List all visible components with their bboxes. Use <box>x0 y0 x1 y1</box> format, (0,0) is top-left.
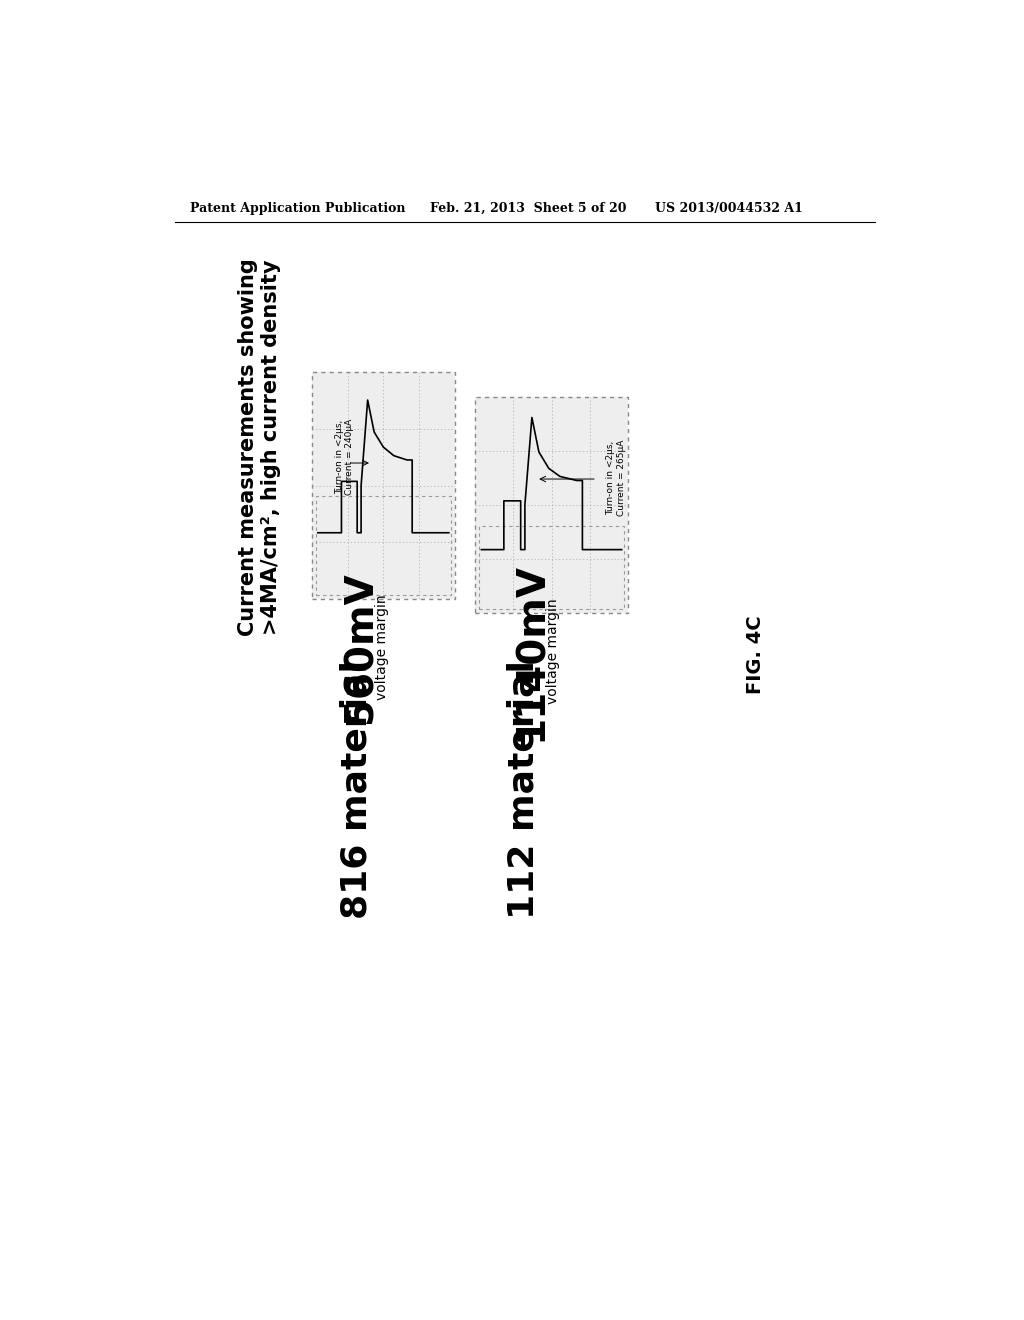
Text: voltage margin: voltage margin <box>375 594 389 700</box>
Bar <box>311 372 455 599</box>
Text: FIG. 4C: FIG. 4C <box>746 615 765 694</box>
Bar <box>475 397 628 612</box>
Text: Current measurements showing: Current measurements showing <box>239 259 258 636</box>
Text: 816 material: 816 material <box>340 660 374 919</box>
Text: Turn-on in <2μs,
Current = 240μA: Turn-on in <2μs, Current = 240μA <box>335 418 354 495</box>
Text: voltage margin: voltage margin <box>546 598 560 704</box>
Bar <box>479 527 624 609</box>
Text: 560mV: 560mV <box>341 572 380 723</box>
Bar <box>475 397 628 612</box>
Text: US 2013/0044532 A1: US 2013/0044532 A1 <box>655 202 803 215</box>
Bar <box>315 496 452 595</box>
Text: >4MA/cm², high current density: >4MA/cm², high current density <box>261 260 282 635</box>
Text: 1140mV: 1140mV <box>512 562 550 741</box>
Bar <box>311 372 455 599</box>
Text: Turn-on in <2μs,
Current = 265μA: Turn-on in <2μs, Current = 265μA <box>606 440 626 516</box>
Text: Feb. 21, 2013  Sheet 5 of 20: Feb. 21, 2013 Sheet 5 of 20 <box>430 202 627 215</box>
Text: 112 material: 112 material <box>506 660 541 919</box>
Text: Patent Application Publication: Patent Application Publication <box>190 202 406 215</box>
